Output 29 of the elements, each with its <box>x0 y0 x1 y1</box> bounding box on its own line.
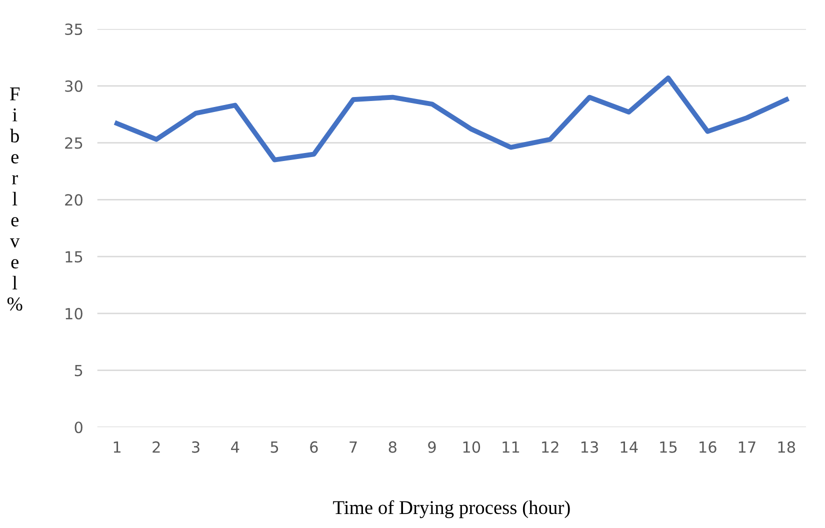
x-tick-label: 3 <box>192 441 200 453</box>
y-tick-label: 0 <box>74 422 82 434</box>
x-tick-label: 1 <box>114 442 120 453</box>
y-tick-label: 30 <box>65 80 82 92</box>
y-tick-label: 35 <box>65 24 82 36</box>
x-tick-label: 14 <box>620 442 638 453</box>
y-tick-label: 5 <box>74 364 82 376</box>
x-tick-label: 13 <box>581 441 598 453</box>
x-axis-title: Time of Drying process (hour) <box>333 500 570 518</box>
y-tick-label: 20 <box>65 194 82 206</box>
y-tick-label: 15 <box>66 251 82 263</box>
x-tick-label: 8 <box>388 441 396 453</box>
x-tick-label: 18 <box>778 441 796 453</box>
y-tick-label: 25 <box>65 137 82 149</box>
x-tick-label: 10 <box>463 441 480 453</box>
x-tick-label: 2 <box>152 441 160 453</box>
line-series <box>114 76 789 162</box>
x-tick-label: 4 <box>231 442 240 453</box>
x-tick-label: 9 <box>428 441 436 453</box>
x-tick-label: 11 <box>502 442 520 453</box>
x-tick-label: 16 <box>700 441 716 453</box>
y-tick-label: 10 <box>66 308 82 320</box>
x-tick-label: 17 <box>738 442 756 453</box>
x-tick-label: 12 <box>542 441 558 453</box>
x-tick-label: 7 <box>350 442 357 453</box>
x-tick-label: 6 <box>310 441 318 453</box>
x-tick-label: 5 <box>270 442 278 453</box>
text: Fiber level % <box>7 88 22 311</box>
x-tick-label: 15 <box>660 442 677 453</box>
